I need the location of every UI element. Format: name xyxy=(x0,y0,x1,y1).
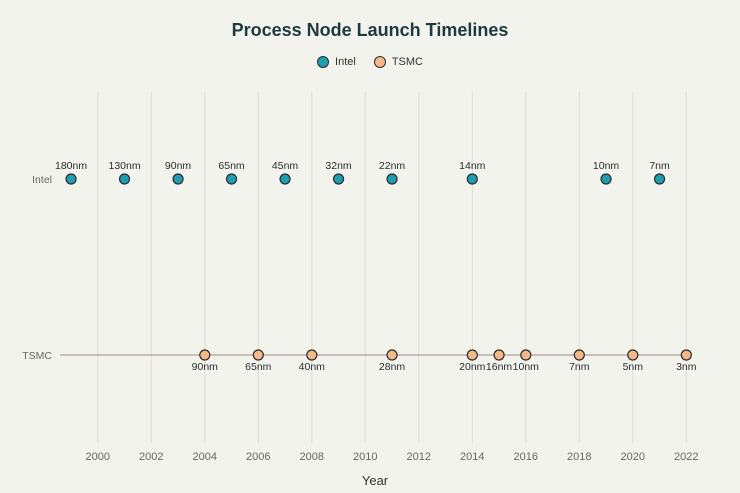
tsmc-point-65nm[interactable] xyxy=(252,349,264,361)
intel-label-65nm: 65nm xyxy=(218,160,245,172)
tsmc-point-20nm[interactable] xyxy=(466,349,478,361)
x-tick-2010: 2010 xyxy=(353,451,377,463)
x-tick-2022: 2022 xyxy=(674,451,698,463)
intel-label-14nm: 14nm xyxy=(459,160,486,172)
intel-point-90nm[interactable] xyxy=(172,173,184,185)
tsmc-point-5nm[interactable] xyxy=(627,349,639,361)
x-tick-2000: 2000 xyxy=(86,451,110,463)
tsmc-label-28nm: 28nm xyxy=(379,361,406,373)
x-tick-2008: 2008 xyxy=(300,451,324,463)
x-tick-2002: 2002 xyxy=(139,451,163,463)
x-tick-2014: 2014 xyxy=(460,451,484,463)
intel-label-7nm: 7nm xyxy=(649,160,670,172)
intel-point-22nm[interactable] xyxy=(386,173,398,185)
tsmc-point-28nm[interactable] xyxy=(386,349,398,361)
tsmc-label-7nm: 7nm xyxy=(569,361,590,373)
data-labels: 180nm 130nm 90nm 65nm 45nm 32nm 22nm 14nm 10nm 7n… xyxy=(55,160,697,373)
intel-label-180nm: 180nm xyxy=(55,160,87,172)
category-labels: Intel TSMC xyxy=(22,174,52,362)
intel-label-130nm: 130nm xyxy=(108,160,140,172)
tsmc-point-3nm[interactable] xyxy=(680,349,692,361)
category-label-tsmc: TSMC xyxy=(22,350,52,362)
x-tick-2006: 2006 xyxy=(246,451,270,463)
tsmc-point-40nm[interactable] xyxy=(306,349,318,361)
legend-label-tsmc: TSMC xyxy=(391,56,423,68)
legend: Intel TSMC xyxy=(0,56,740,68)
legend-item-tsmc[interactable]: TSMC xyxy=(373,56,423,68)
tsmc-label-10nm: 10nm xyxy=(513,361,540,373)
tsmc-point-16nm[interactable] xyxy=(493,349,505,361)
tsmc-label-5nm: 5nm xyxy=(623,361,644,373)
intel-point-7nm[interactable] xyxy=(653,173,666,185)
intel-point-130nm[interactable] xyxy=(118,173,131,185)
intel-point-180nm[interactable] xyxy=(65,173,77,185)
tsmc-point-90nm[interactable] xyxy=(199,349,211,361)
x-tick-2020: 2020 xyxy=(621,451,645,463)
chart-title: Process Node Launch Timelines xyxy=(231,20,509,40)
data-points xyxy=(65,173,692,361)
legend-item-intel[interactable]: Intel xyxy=(317,56,356,68)
intel-label-45nm: 45nm xyxy=(272,160,299,172)
intel-point-65nm[interactable] xyxy=(225,173,238,185)
intel-label-32nm: 32nm xyxy=(325,160,352,172)
tsmc-point-7nm[interactable] xyxy=(573,349,585,361)
x-tick-2004: 2004 xyxy=(193,451,217,463)
legend-label-intel: Intel xyxy=(335,56,356,68)
legend-marker-tsmc xyxy=(373,56,386,68)
x-tick-2018: 2018 xyxy=(567,451,591,463)
tsmc-label-65nm: 65nm xyxy=(245,361,272,373)
intel-point-10nm[interactable] xyxy=(600,173,612,185)
tsmc-label-3nm: 3nm xyxy=(676,361,697,373)
intel-point-32nm[interactable] xyxy=(332,173,345,185)
tsmc-point-10nm[interactable] xyxy=(520,349,532,361)
tsmc-label-20nm: 20nm xyxy=(459,361,486,373)
tsmc-label-16nm: 16nm xyxy=(486,361,513,373)
intel-point-14nm[interactable] xyxy=(466,173,478,185)
legend-marker-intel xyxy=(317,56,330,68)
intel-point-45nm[interactable] xyxy=(279,173,291,185)
category-label-intel: Intel xyxy=(32,174,52,186)
intel-label-22nm: 22nm xyxy=(379,160,406,172)
x-tick-labels: 2000 2002 2004 2006 2008 2010 2012 2014 2016 2018… xyxy=(86,451,699,463)
intel-label-10nm: 10nm xyxy=(593,160,620,172)
x-tick-2016: 2016 xyxy=(514,451,538,463)
tsmc-label-90nm: 90nm xyxy=(192,361,219,373)
intel-label-90nm: 90nm xyxy=(165,160,192,172)
grid-lines xyxy=(97,92,687,443)
x-axis-title: Year xyxy=(362,473,389,488)
tsmc-label-40nm: 40nm xyxy=(299,361,326,373)
x-tick-2012: 2012 xyxy=(407,451,431,463)
